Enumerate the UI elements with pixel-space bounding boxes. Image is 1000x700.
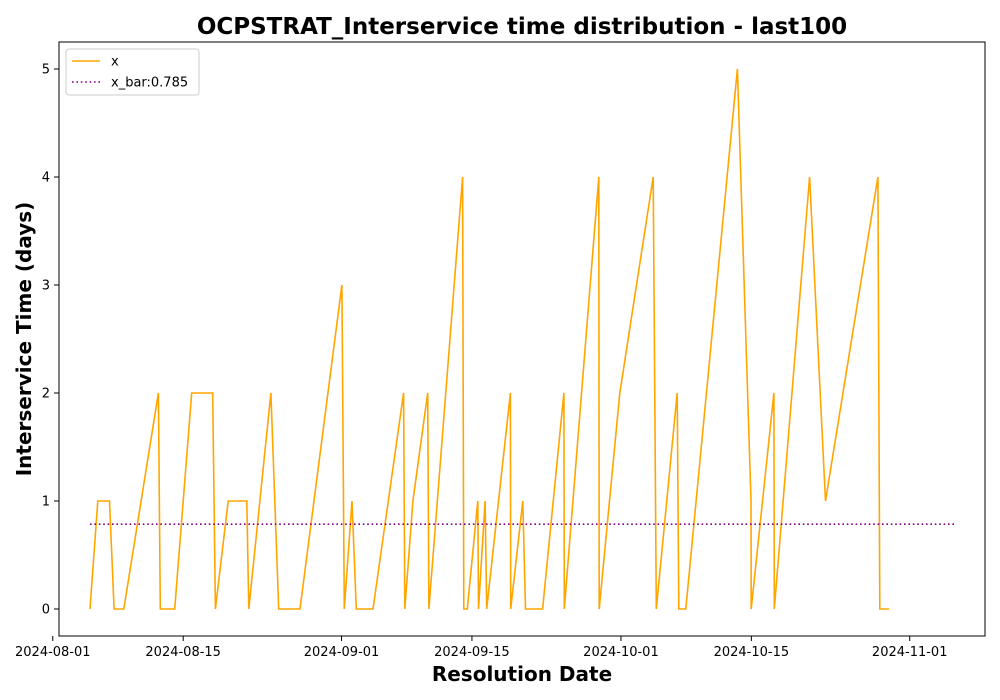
x-tick-label: 2024-09-15	[434, 645, 510, 660]
series-line-0	[89, 68, 890, 610]
legend-label: x	[111, 55, 119, 70]
y-tick-label: 3	[42, 279, 50, 294]
y-tick-label: 2	[42, 387, 50, 402]
y-tick-label: 0	[42, 603, 50, 618]
chart-title: OCPSTRAT_Interservice time distribution …	[197, 14, 847, 40]
y-tick-label: 5	[42, 63, 50, 78]
y-tick-label: 1	[42, 495, 50, 510]
y-axis-label: Interservice Time (days)	[12, 202, 36, 477]
y-axis: 0 1 2 3 4 5	[42, 63, 59, 618]
x-axis: 2024-08-01 2024-08-15 2024-09-01 2024-09-15…	[15, 636, 947, 660]
x-tick-label: 2024-11-01	[872, 645, 948, 660]
plot-area	[58, 41, 986, 637]
x-tick-label: 2024-10-15	[714, 645, 790, 660]
x-tick-label: 2024-10-01	[583, 645, 659, 660]
x-axis-label: Resolution Date	[432, 662, 612, 686]
legend-label: x_bar:0.785	[111, 76, 188, 91]
legend: x x_bar:0.785	[65, 48, 200, 96]
x-tick-label: 2024-09-01	[304, 645, 380, 660]
x-tick-label: 2024-08-15	[145, 645, 221, 660]
series-layer	[89, 68, 955, 610]
y-tick-label: 4	[42, 171, 50, 186]
x-tick-label: 2024-08-01	[15, 645, 91, 660]
